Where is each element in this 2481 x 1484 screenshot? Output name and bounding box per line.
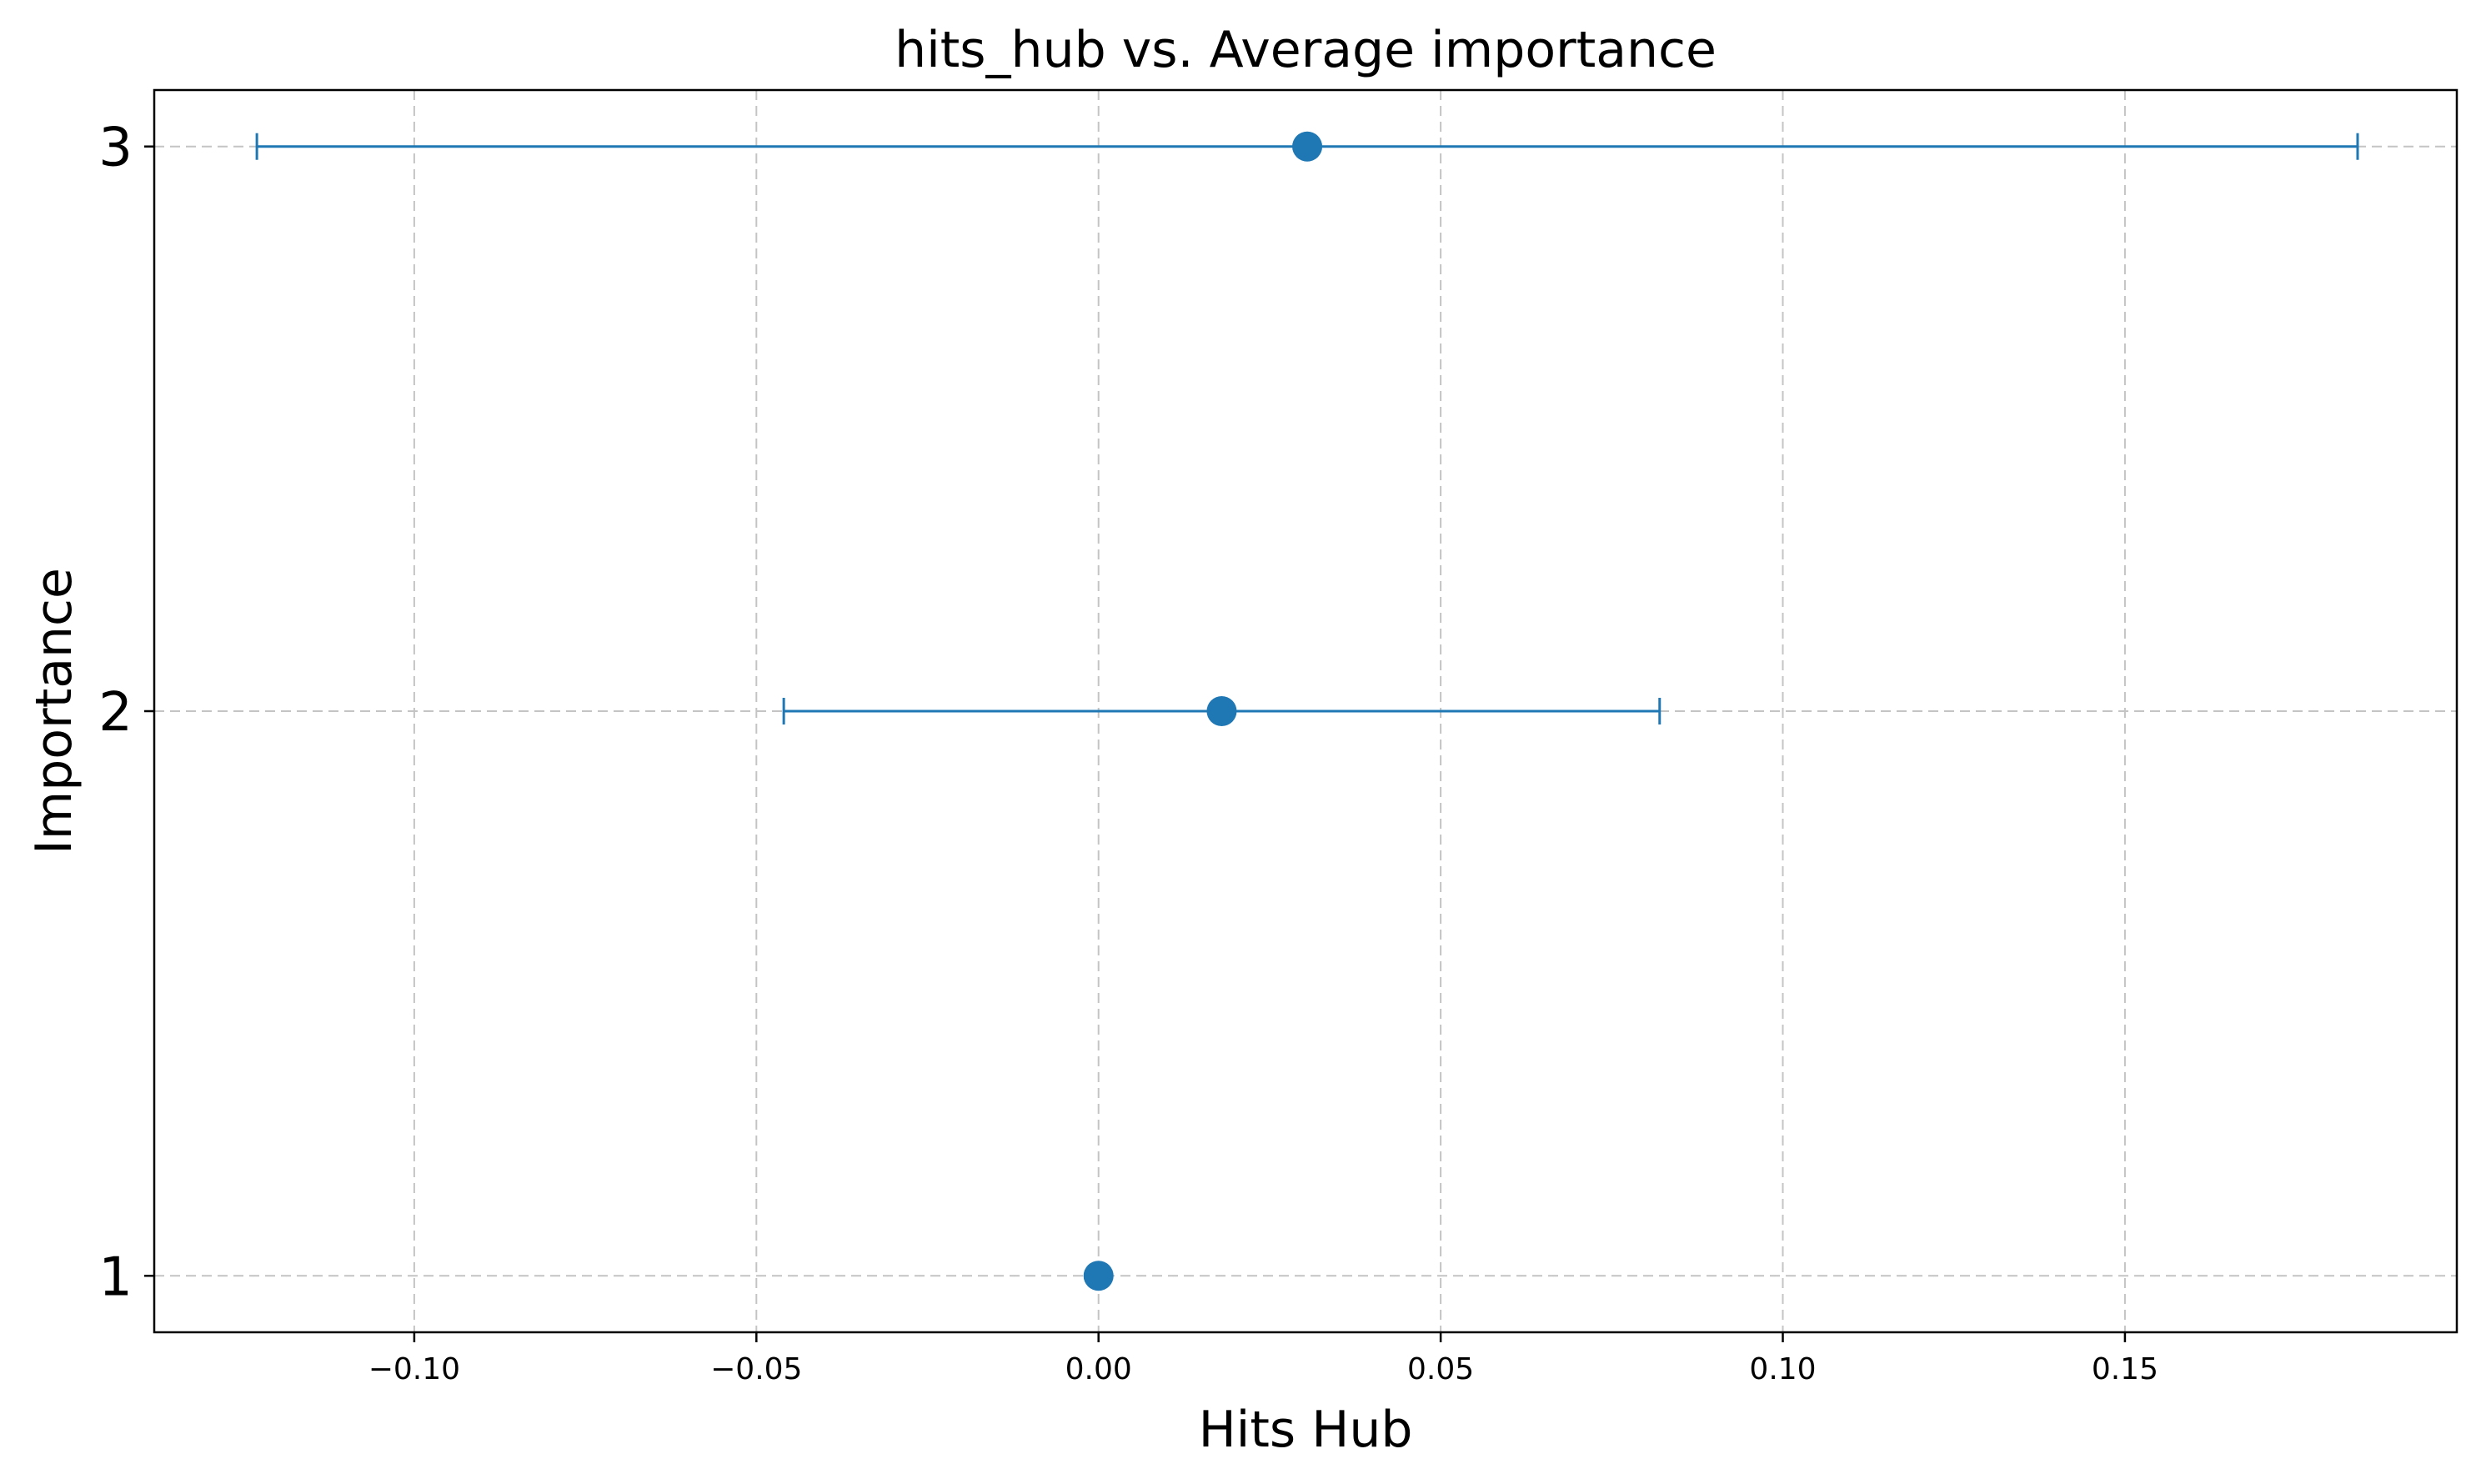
y-tick-label: 1 bbox=[98, 1246, 133, 1308]
x-tick-label: 0.10 bbox=[1749, 1352, 1816, 1386]
axis-ticks: −0.10 −0.05 0.00 0.05 0.10 0.15 1 2 3 bbox=[98, 118, 2158, 1386]
data-points bbox=[1083, 131, 1323, 1291]
error-bars bbox=[255, 133, 2359, 724]
y-tick-label: 3 bbox=[98, 118, 133, 179]
x-tick-label: −0.05 bbox=[710, 1352, 802, 1386]
x-tick-label: 0.15 bbox=[2092, 1352, 2158, 1386]
x-tick-label: 0.05 bbox=[1407, 1352, 1474, 1386]
data-point bbox=[1292, 131, 1323, 162]
x-tick-label: −0.10 bbox=[368, 1352, 460, 1386]
x-tick-label: 0.00 bbox=[1065, 1352, 1132, 1386]
chart-title: hits_hub vs. Average importance bbox=[895, 21, 1717, 79]
y-axis-label: Importance bbox=[25, 568, 83, 855]
data-point bbox=[1206, 696, 1237, 726]
x-axis-label: Hits Hub bbox=[1199, 1401, 1413, 1459]
y-tick-label: 2 bbox=[98, 682, 133, 744]
data-point bbox=[1083, 1261, 1114, 1291]
